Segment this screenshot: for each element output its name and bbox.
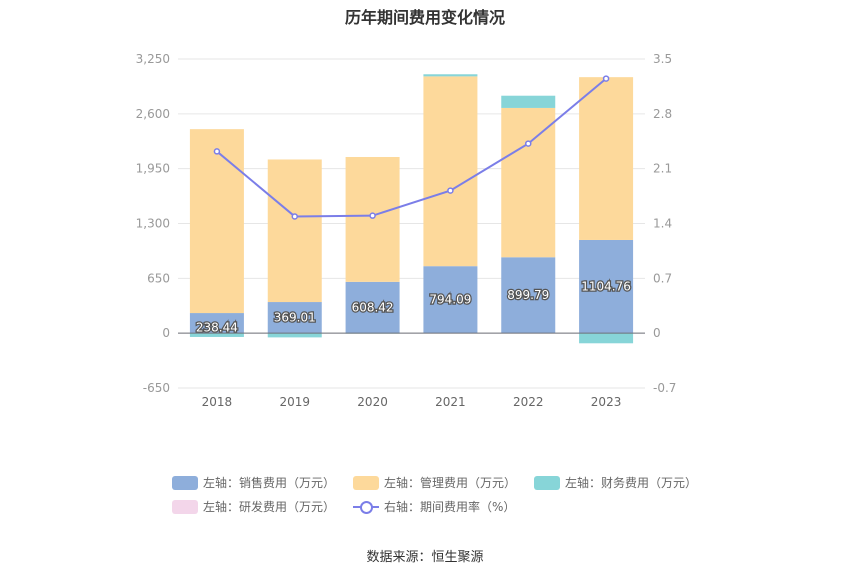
bars — [189, 74, 634, 344]
x-tick-label: 2023 — [591, 395, 622, 409]
legend-label-admin: 左轴：管理费用（万元） — [384, 476, 517, 490]
bar-admin — [189, 129, 244, 314]
legend-item-rnd[interactable]: 左轴：研发费用（万元） — [172, 498, 335, 515]
bar-sales — [501, 257, 556, 334]
legend-label-sales: 左轴：销售费用（万元） — [203, 476, 336, 490]
legend-item-admin[interactable]: 左轴：管理费用（万元） — [353, 474, 516, 491]
legend-swatch-rnd — [172, 499, 198, 514]
left-tick-label: 3,250 — [136, 52, 170, 66]
bar-value-label: 608.42 — [352, 301, 394, 315]
legend-item-rate[interactable]: 右轴：期间费用率（%） — [353, 498, 515, 515]
legend-label-finance: 左轴：财务费用（万元） — [565, 476, 698, 490]
bar-sales — [267, 302, 322, 334]
legend-label-rnd: 左轴：研发费用（万元） — [203, 500, 336, 514]
bar-admin — [579, 77, 634, 240]
bar-value-label: 794.09 — [429, 293, 471, 307]
left-tick-label: 1,950 — [136, 162, 170, 176]
bar-finance — [267, 333, 322, 338]
bar-value-label: 238.44 — [196, 320, 238, 334]
left-tick-label: 2,600 — [136, 107, 170, 121]
bar-sales — [423, 266, 478, 334]
bar-sales — [345, 281, 400, 334]
legend-item-finance[interactable]: 左轴：财务费用（万元） — [534, 474, 697, 491]
chart-plot: 238.44 369.01 608.42 794.09 899.79 1104.76 -6… — [136, 52, 677, 409]
left-tick-label: 1,300 — [136, 217, 170, 231]
x-tick-label: 2020 — [357, 395, 388, 409]
rate-line-path — [216, 77, 607, 218]
right-tick-label: 2.1 — [653, 162, 672, 176]
rate-point — [525, 140, 532, 147]
right-tick-label: 0 — [653, 326, 661, 340]
bar-value-label: 899.79 — [507, 288, 549, 302]
right-tick-label: 1.4 — [653, 217, 672, 231]
legend-swatch-finance — [534, 475, 561, 490]
bar-value-label: 369.01 — [274, 311, 316, 325]
left-tick-label: 0 — [162, 326, 170, 340]
bar-finance — [579, 333, 634, 344]
bar-finance — [501, 95, 556, 108]
bar-finance — [423, 74, 478, 77]
rate-point — [602, 75, 610, 82]
bar-admin — [501, 107, 556, 258]
bar-admin — [345, 156, 400, 282]
data-labels: 238.44 369.01 608.42 794.09 899.79 1104.76 — [195, 278, 632, 335]
chart-title: 历年期间费用变化情况 — [344, 8, 505, 27]
right-tick-label: 0.7 — [653, 271, 672, 285]
grid-lines — [178, 58, 645, 389]
rate-point — [291, 213, 298, 220]
rate-line — [213, 75, 610, 220]
rate-point — [213, 148, 221, 155]
left-tick-label: 650 — [147, 271, 170, 285]
legend-swatch-sales — [172, 475, 198, 490]
rate-point — [369, 212, 376, 219]
bar-sales — [579, 239, 634, 334]
legend-item-sales[interactable]: 左轴：销售费用（万元） — [172, 474, 335, 491]
legend-swatch-rate — [353, 500, 380, 514]
bar-sales — [189, 313, 244, 334]
x-tick-label: 2022 — [513, 395, 544, 409]
bar-value-label: 1104.76 — [581, 280, 631, 294]
bar-admin — [423, 76, 478, 267]
bar-admin — [267, 159, 322, 303]
legend-label-rate: 右轴：期间费用率（%） — [384, 500, 516, 514]
right-tick-label: -0.7 — [653, 381, 676, 395]
axes: -65006501,3001,9502,6003,250-0.700.71.42… — [136, 52, 677, 409]
legend-swatch-admin — [353, 475, 380, 490]
right-tick-label: 3.5 — [653, 52, 672, 66]
right-tick-label: 2.8 — [653, 107, 672, 121]
x-tick-label: 2021 — [435, 395, 466, 409]
left-tick-label: -650 — [143, 381, 170, 395]
x-tick-label: 2019 — [279, 395, 310, 409]
rate-point — [447, 187, 454, 194]
data-source: 数据来源：恒生聚源 — [366, 550, 484, 565]
bar-finance — [189, 333, 244, 337]
x-tick-label: 2018 — [202, 395, 233, 409]
